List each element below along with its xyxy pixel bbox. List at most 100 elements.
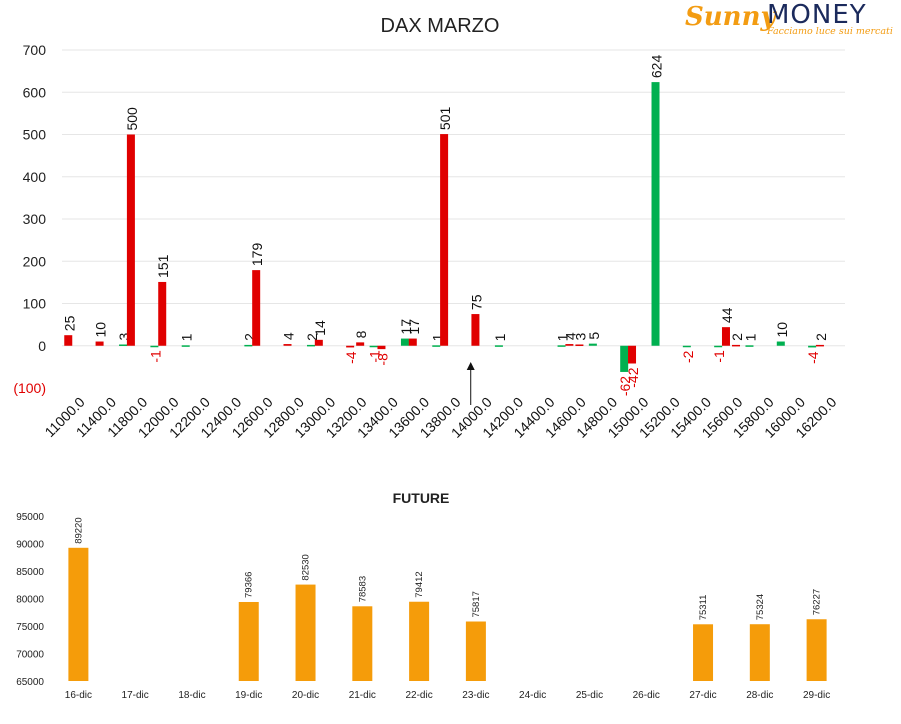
sunny-money-logo: Sunny MONEY Facciamo luce sui mercati [683, 0, 893, 40]
bar-red [732, 344, 741, 347]
data-label: -62 [617, 376, 633, 396]
y-tick-label: 90000 [16, 540, 44, 551]
data-label: 2 [813, 333, 829, 341]
bar-red [471, 314, 480, 346]
data-label: 1 [742, 333, 758, 341]
data-label: 76227 [812, 589, 823, 615]
y-tick-label: (100) [13, 380, 46, 396]
data-label: -42 [625, 367, 641, 387]
data-label: 151 [155, 254, 171, 278]
data-label: 75817 [471, 591, 482, 617]
data-label: 1 [555, 333, 571, 341]
data-label: 500 [124, 107, 140, 131]
future-chart: FUTURE 65000 70000 75000 80000 85000 90000 9500… [16, 490, 830, 701]
y-tick-label: 95000 [16, 512, 44, 523]
bar-red [356, 342, 365, 346]
data-label: 14 [312, 320, 328, 336]
data-label: 17 [406, 319, 422, 335]
y-tick-label: 75000 [16, 622, 44, 633]
x-tick-label: 27-dic [689, 690, 716, 701]
data-label: 79366 [244, 572, 255, 598]
bar-green [400, 338, 409, 346]
future-bar [465, 621, 486, 681]
data-label: 10 [93, 322, 109, 338]
y-tick-label: 80000 [16, 595, 44, 606]
future-bar [295, 584, 316, 681]
future-bar [806, 619, 827, 681]
data-label: 5 [586, 332, 602, 340]
bar-red [283, 344, 292, 346]
bar-green [714, 345, 723, 348]
y-tick-label: 600 [23, 84, 47, 100]
data-label: 78583 [357, 576, 368, 602]
bar-red [721, 327, 730, 346]
bar-red [628, 345, 637, 364]
x-tick-label: 25-dic [576, 690, 603, 701]
bar-red [408, 338, 417, 346]
logo-tagline: Facciamo luce sui mercati [767, 26, 893, 37]
x-tick-label: 17-dic [122, 690, 149, 701]
bar-green [369, 345, 378, 348]
y-tick-label: 700 [23, 42, 47, 58]
bar-red [565, 344, 574, 346]
bar-green [557, 345, 566, 347]
x-tick-label: 18-dic [178, 690, 205, 701]
annotation-arrowhead [466, 362, 475, 370]
bar-red [377, 345, 386, 350]
bar-red [95, 341, 104, 346]
bar-green [181, 345, 190, 347]
data-label: -4 [343, 351, 359, 364]
data-label: 624 [649, 55, 665, 79]
data-label: 501 [437, 107, 453, 131]
bar-red [314, 339, 323, 346]
logo-sunny-text: Sunny [685, 2, 776, 32]
x-tick-label: 28-dic [746, 690, 773, 701]
bar-green [808, 345, 817, 348]
data-label: 82530 [301, 554, 312, 580]
data-label: 8 [353, 330, 369, 338]
x-tick-label: 20-dic [292, 690, 319, 701]
bar-green [150, 345, 159, 348]
x-tick-label: 22-dic [405, 690, 432, 701]
future-bar [352, 606, 373, 681]
data-label: 4 [281, 332, 297, 340]
chart-title: FUTURE [393, 490, 450, 506]
data-label: 1 [492, 333, 508, 341]
data-label: -1 [147, 350, 163, 363]
data-label: 3 [116, 332, 132, 340]
data-label: 25 [61, 315, 77, 331]
y-tick-label: 300 [23, 211, 47, 227]
data-label: 89220 [73, 517, 84, 543]
x-tick-label: 19-dic [235, 690, 262, 701]
bar-red [64, 335, 73, 346]
bar-red [158, 281, 167, 346]
data-label: 4 [562, 332, 578, 340]
data-label: 79412 [414, 571, 425, 597]
y-tick-label: 500 [23, 127, 47, 143]
bar-red [252, 270, 261, 346]
bar-red [575, 344, 584, 346]
data-label: 2 [729, 333, 745, 341]
future-bar [68, 547, 89, 681]
y-tick-label: 70000 [16, 650, 44, 661]
bar-green [620, 345, 629, 372]
data-label: -1 [367, 350, 383, 363]
data-label: 1 [179, 333, 195, 341]
data-label: 75 [468, 294, 484, 310]
data-label: 75311 [698, 595, 709, 621]
y-tick-label: 65000 [16, 677, 44, 688]
data-label: 17 [398, 319, 414, 335]
data-label: 75324 [755, 594, 766, 620]
data-label: 10 [774, 322, 790, 338]
data-label: -4 [805, 351, 821, 364]
bar-green [651, 82, 660, 346]
y-tick-label: 85000 [16, 567, 44, 578]
y-tick-label: 400 [23, 169, 47, 185]
y-tick-label: 100 [23, 296, 47, 312]
data-label: 1 [429, 333, 445, 341]
bar-green [244, 344, 253, 347]
x-tick-label: 29-dic [803, 690, 830, 701]
data-label: 3 [572, 332, 588, 340]
future-bar [749, 624, 770, 681]
bar-green [682, 345, 691, 348]
